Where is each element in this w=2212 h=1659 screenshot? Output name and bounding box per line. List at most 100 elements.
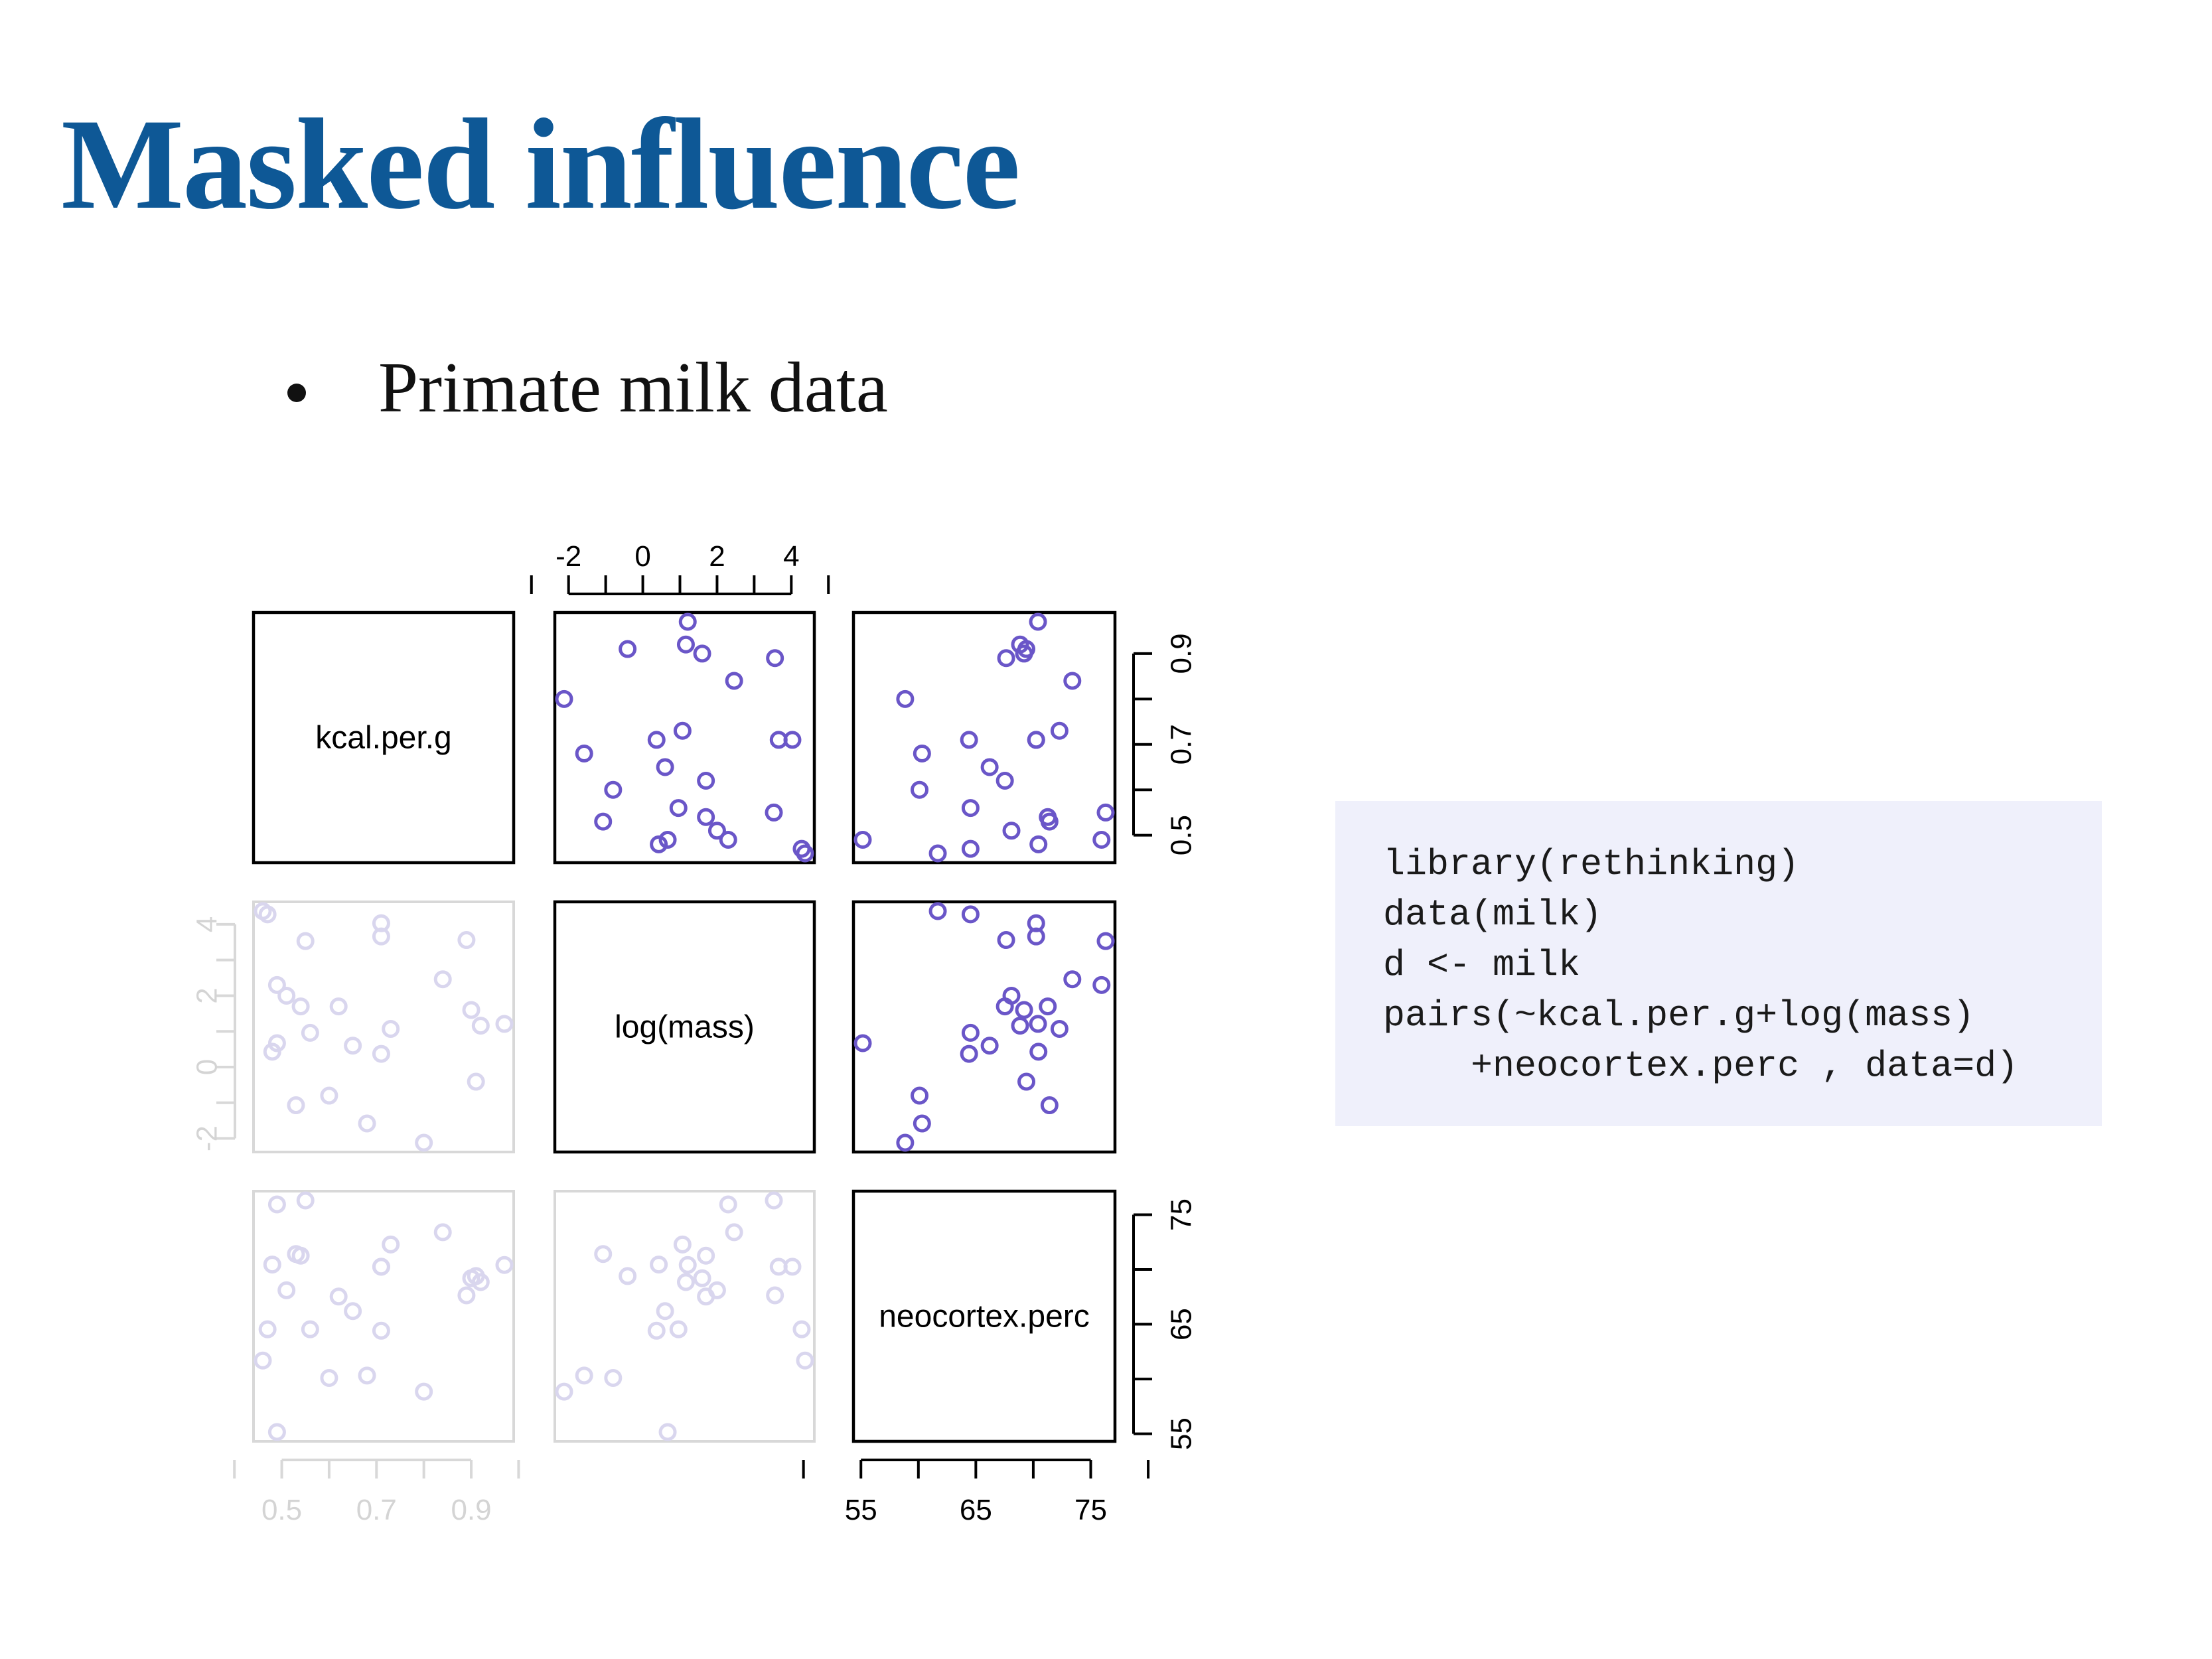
point-r1c3-13	[1063, 672, 1082, 690]
point-r2c1-5	[471, 1017, 490, 1035]
point-r1c2-7	[796, 844, 814, 863]
panel-1-3	[851, 611, 1117, 865]
bottom-axis-kcal-label-0-7: 0.7	[356, 1494, 397, 1526]
point-r2c1-12	[495, 1015, 514, 1033]
point-r3c2-18	[765, 1191, 783, 1210]
panel-3-2	[553, 1190, 816, 1443]
bottom-axis-kcal-label-0-5: 0.5	[261, 1494, 302, 1526]
bullet-dot	[287, 384, 306, 402]
point-r2c1-25	[344, 1037, 362, 1055]
point-r2c3-17	[1029, 1043, 1048, 1061]
point-r1c3-24	[1002, 822, 1021, 840]
point-r1c2-23	[693, 644, 711, 663]
panel-1-2	[553, 611, 816, 865]
point-r1c3-17	[1029, 835, 1048, 853]
point-r3c2-2	[792, 1320, 811, 1338]
diagonal-label-log-mass: log(mass)	[615, 1010, 755, 1045]
right-axis-kcal-label-0-7: 0.7	[1165, 724, 1198, 764]
point-r1c2-5	[676, 635, 695, 654]
point-r1c3-10	[1050, 721, 1069, 740]
point-r1c3-23	[1015, 644, 1033, 663]
point-r2c1-6	[415, 1133, 433, 1152]
point-r2c1-23	[462, 1001, 480, 1019]
bottom-axis-neocortex-label-75: 75	[1074, 1494, 1107, 1526]
point-r2c1-14	[329, 997, 348, 1016]
point-r2c3-24	[1002, 986, 1021, 1005]
point-r2c1-3	[301, 1023, 319, 1042]
point-r2c3-7	[928, 902, 947, 920]
point-r3c1-10	[382, 1235, 400, 1254]
point-r3c2-19	[647, 1321, 666, 1340]
point-r2c1-22	[320, 1086, 338, 1105]
point-r3c2-1	[658, 1423, 677, 1441]
point-r1c2-18	[765, 803, 783, 822]
code-line-2: data(milk)	[1383, 894, 1603, 936]
left-axis-log-mass-label--2: -2	[191, 1125, 224, 1151]
point-r3c1-6	[415, 1382, 433, 1401]
point-r2c3-13	[1063, 970, 1082, 989]
point-r2c3-4	[997, 931, 1015, 950]
point-r2c1-4	[457, 931, 476, 950]
point-r3c1-18	[296, 1191, 315, 1210]
top-axis-log-mass-label-4: 4	[783, 540, 799, 573]
code-line-5: +neocortex.perc , data=d)	[1383, 1045, 2019, 1087]
right-axis-neocortex-label-75: 75	[1165, 1198, 1198, 1231]
point-r1c3-20	[1040, 812, 1059, 831]
point-r3c1-25	[344, 1302, 362, 1321]
point-r1c3-2	[961, 839, 980, 858]
point-r3c1-20	[287, 1245, 305, 1263]
point-r3c1-19	[372, 1321, 390, 1340]
point-r3c2-20	[594, 1245, 613, 1263]
point-r2c3-22	[911, 1086, 929, 1105]
point-r2c3-25	[980, 1037, 999, 1055]
point-r2c1-19	[372, 1045, 390, 1063]
point-r1c2-20	[594, 812, 613, 831]
point-r3c1-13	[433, 1223, 452, 1242]
point-r1c3-3	[961, 799, 980, 818]
point-r1c2-1	[658, 830, 677, 849]
point-r2c1-10	[382, 1019, 400, 1038]
point-r2c1-17	[263, 1043, 281, 1061]
point-r2c1-13	[433, 970, 452, 989]
point-r3c1-23	[462, 1269, 480, 1287]
point-r2c3-21	[1017, 1072, 1036, 1091]
point-r2c3-12	[1029, 1015, 1047, 1033]
point-r3c2-23	[693, 1269, 711, 1287]
point-r3c2-21	[619, 1267, 637, 1285]
point-r1c2-9	[783, 731, 802, 749]
point-r1c3-25	[980, 758, 999, 776]
point-r2c3-6	[896, 1133, 915, 1152]
top-axis-log-mass-label-2: 2	[709, 540, 725, 573]
point-r3c1-22	[320, 1368, 338, 1387]
point-r3c2-17	[650, 1256, 668, 1274]
point-r1c3-22	[911, 780, 929, 799]
point-r1c3-12	[1029, 613, 1047, 631]
code-line-4: pairs(~kcal.per.g+log(mass)	[1383, 995, 1975, 1037]
diagonal-label-kcal-per-g: kcal.per.g	[315, 721, 451, 756]
point-r3c1-1	[267, 1423, 286, 1441]
point-r1c2-22	[604, 780, 623, 799]
panel-2-3	[851, 900, 1117, 1154]
point-r3c2-7	[796, 1351, 814, 1370]
point-r2c1-9	[372, 914, 390, 932]
right-axis-kcal-label-0-5: 0.5	[1165, 815, 1198, 855]
point-r3c1-2	[258, 1320, 277, 1338]
point-r1c2-14	[697, 772, 715, 790]
panel-3-3	[851, 1189, 1117, 1443]
point-r3c1-7	[254, 1351, 272, 1370]
point-r1c2-24	[707, 822, 726, 840]
point-r3c2-25	[656, 1302, 674, 1321]
bottom-axis-neocortex-label-55: 55	[845, 1494, 877, 1526]
point-r1c3-9	[1027, 731, 1045, 749]
point-r1c2-3	[669, 799, 688, 818]
panel-2-2	[553, 900, 816, 1154]
point-r1c3-11	[913, 744, 931, 762]
point-r2c3-2	[961, 905, 980, 924]
left-axis-log-mass-label-4: 4	[191, 916, 224, 932]
point-r2c3-15	[1039, 997, 1057, 1016]
panel-3-1	[252, 1190, 515, 1443]
code-block: library(rethinking) data(milk) d <- milk…	[1335, 801, 2102, 1126]
point-r3c2-15	[697, 1246, 715, 1265]
point-r1c2-10	[673, 721, 692, 740]
point-r1c2-4	[766, 649, 784, 668]
